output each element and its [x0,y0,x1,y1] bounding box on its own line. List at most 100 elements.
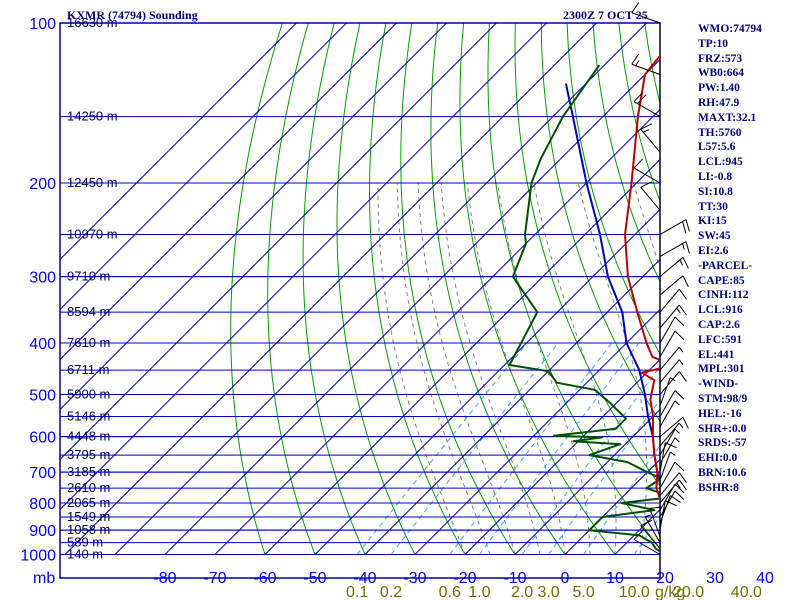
sounding-index: SI:10.8 [698,185,733,198]
temperature-tick-label: 20 [656,570,674,587]
diagram-background-lines [60,23,660,555]
isotherm-line [314,208,660,555]
wind-barb [644,514,661,543]
height-label: 3185 m [67,464,110,479]
wind-barb [659,479,687,504]
temperature-tick-label: 10 [606,570,624,587]
sounding-index: LI:-0.8 [698,170,733,183]
wind-barb [659,241,690,257]
sounding-index: EHI:0.0 [698,452,738,465]
wind-barb [659,288,687,313]
sounding-index: CAP:2.6 [698,318,740,331]
isotherm-line [60,23,297,261]
wind-barb [640,519,661,549]
sounding-index: SW:45 [698,230,731,243]
moist-adiabat-line [417,182,516,555]
isotherm-line [564,458,660,555]
wind-barb [659,461,685,489]
parcel-trace-line [564,83,660,487]
sounding-index: EL:441 [698,348,735,361]
height-label: 1549 m [67,509,110,524]
chart-title: KXMR (74794) Sounding [67,8,198,22]
wind-barb [633,92,661,118]
sounding-index: TP:10 [698,37,729,50]
temperature-tick-label: -40 [353,570,376,587]
isotherm-line [60,23,397,361]
wind-barb [633,530,661,555]
wind-barb [659,422,684,447]
height-label: 1058 m [67,522,110,537]
mixing-ratio-label: 2.0 [511,584,533,600]
height-label: 10970 m [67,227,118,242]
wind-barb [659,371,687,395]
sounding-index: TH:5760 [698,126,742,139]
sounding-index: CINH:112 [698,289,749,302]
wind-barb [659,304,687,329]
temperature-tick-label: -50 [303,570,326,587]
sounding-index: SRDS:-57 [698,437,747,450]
sounding-index: PW:1.40 [698,82,740,95]
isotherm-line [214,108,660,555]
moist-adiabat-line [577,182,648,555]
wind-barb [659,275,689,296]
sounding-index: EI:2.6 [698,244,729,257]
height-label: 140 m [67,547,103,562]
isotherm-line [464,358,660,555]
wind-barb [631,53,661,75]
temperature-tick-label: 0 [561,570,570,587]
height-label: 16630 m [67,15,118,30]
mixing-ratio-label: 1.0 [468,584,490,600]
isotherm-line [60,23,497,461]
isotherm-line [64,23,597,555]
wind-barb [659,451,676,481]
height-label: 7610 m [67,335,110,350]
temperature-trace-line [624,54,660,502]
height-label: 589 m [67,535,103,550]
pressure-tick-label: 400 [29,336,56,353]
sounding-index: BRN:10.6 [698,466,747,479]
sounding-index: LCL:916 [698,304,743,317]
pressure-tick-label: 200 [29,176,56,193]
isotherm-line [60,23,447,411]
dewpoint-trace-line [508,64,660,553]
sounding-index: BSHR:8 [698,481,739,494]
mixing-ratio-label: 0.6 [439,584,461,600]
wind-barb [659,400,680,428]
wind-barb [659,359,684,383]
mixing-ratio-unit: g/kg [655,584,685,600]
height-label: 9710 m [67,269,110,284]
mixing-ratio-label: 0.2 [380,584,402,600]
temperature-tick-label: -30 [403,570,426,587]
temperature-tick-label: -20 [453,570,476,587]
sounding-profiles [508,54,660,553]
height-label: 2065 m [67,495,110,510]
sounding-index: WMO:74794 [698,23,762,35]
isotherm-line [164,58,660,555]
temperature-tick-label: -70 [203,570,226,587]
chart-timestamp: 2300Z 7 OCT 25 [563,8,648,22]
pressure-tick-label: 500 [29,388,56,405]
moist-adiabat-line [377,183,466,555]
height-label: 12450 m [67,175,118,190]
sounding-index: FRZ:573 [698,52,743,65]
wind-barb [659,428,680,456]
sounding-index: WB0:664 [698,67,744,80]
sounding-index: STM:98/9 [698,392,748,405]
sounding-index: LFC:591 [698,333,743,346]
isotherm-line [114,23,647,555]
wind-barb [640,181,661,211]
pressure-tick-label: 800 [29,496,56,513]
pressure-tick-label: 1000 [20,548,56,565]
wind-barb [659,416,689,437]
wind-barb [633,158,661,184]
sounding-index: -WIND- [698,378,739,391]
height-label: 6711 m [67,362,109,377]
temperature-tick-label: -80 [153,570,176,587]
wind-barb [659,390,685,417]
pressure-tick-label: 600 [29,430,56,447]
sounding-index: RH:47.9 [698,96,740,109]
temperature-tick-label: -10 [503,570,526,587]
sounding-index: TT:30 [698,200,728,213]
wind-barb [631,2,661,24]
